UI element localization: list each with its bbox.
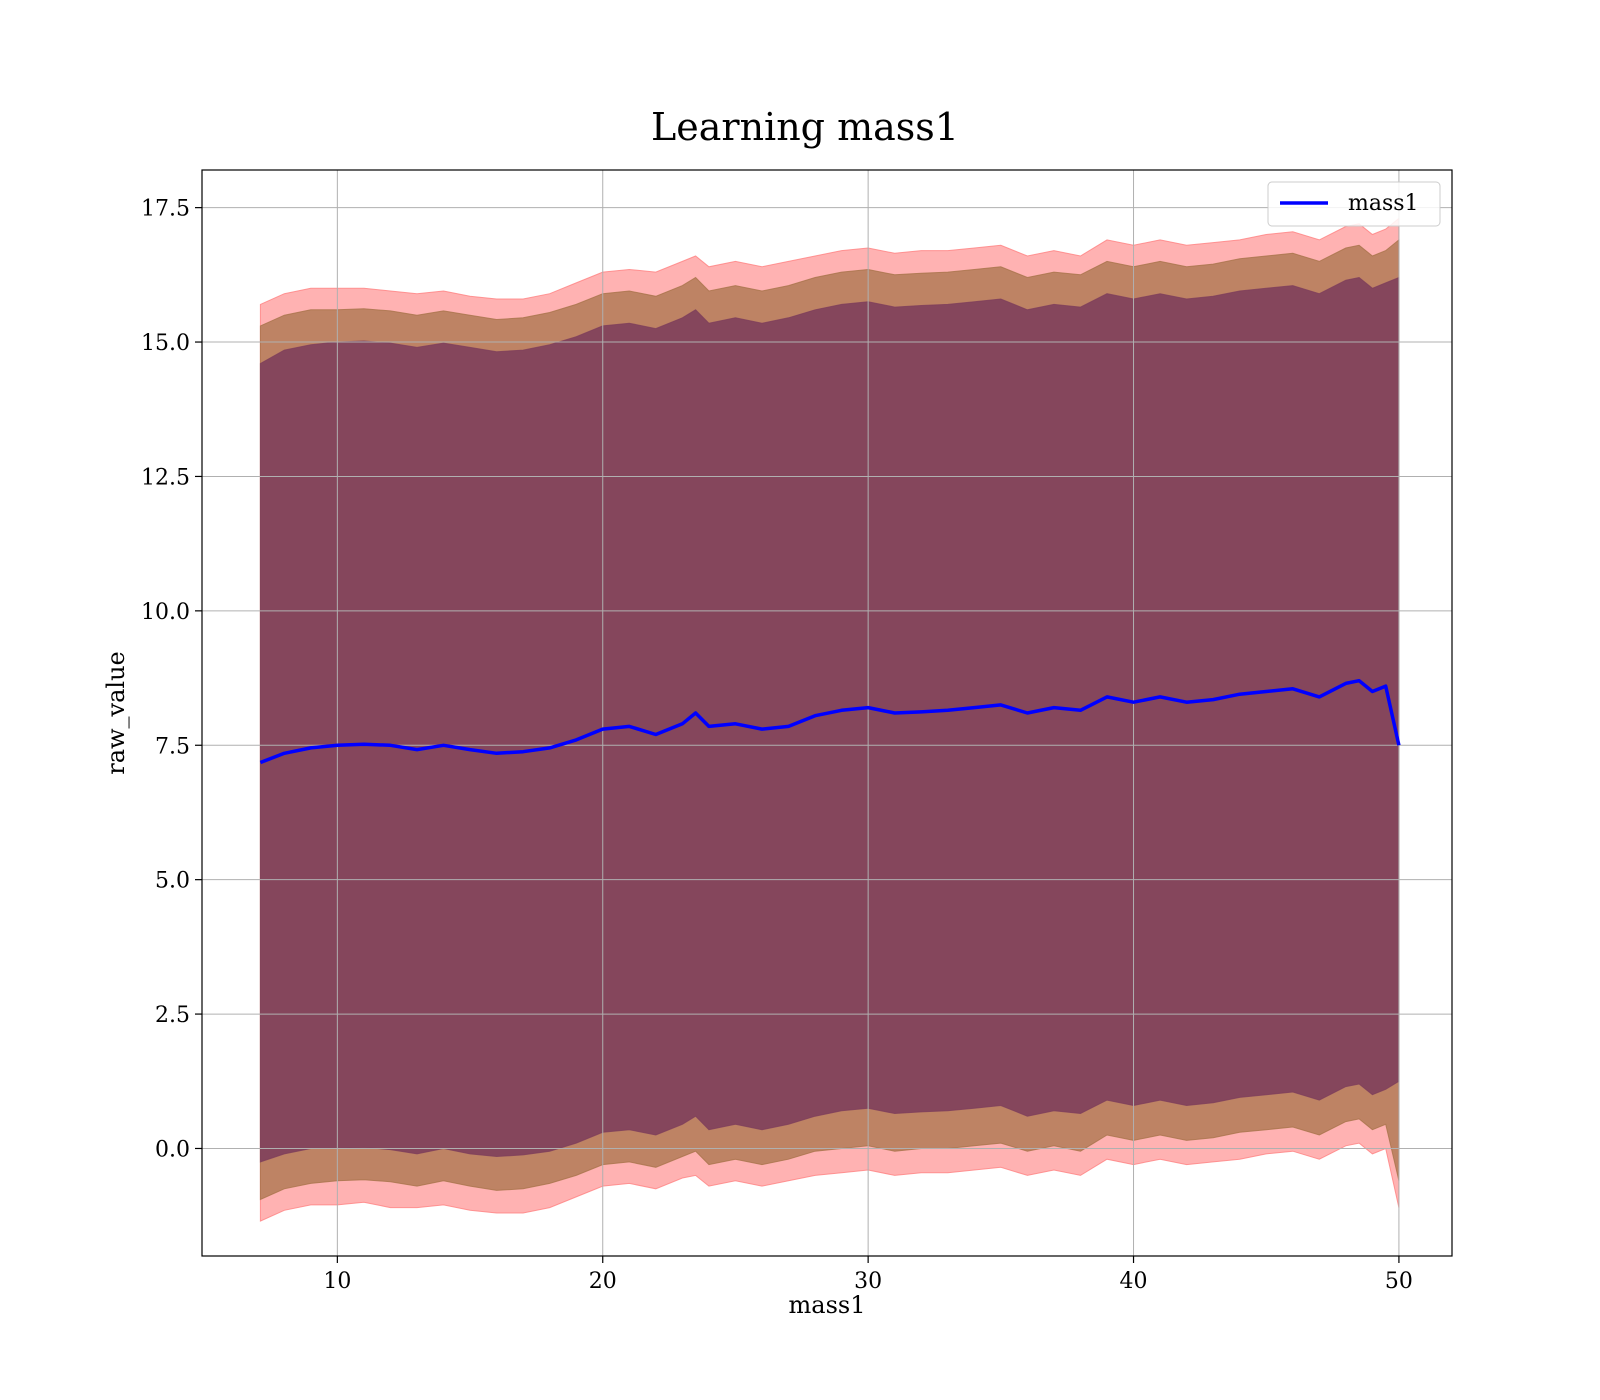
x-axis-ticks: 10 20 30 40 50	[323, 1256, 1413, 1294]
plot-frame	[201, 169, 1453, 1257]
x-tick-label: 50	[1385, 1269, 1413, 1294]
legend-label-mass1: mass1	[1348, 191, 1419, 216]
x-tick-label: 10	[323, 1269, 351, 1294]
y-axis-label: raw_value	[102, 651, 130, 775]
y-tick-label: 10.0	[141, 600, 190, 625]
x-axis-label: mass1	[789, 1291, 866, 1319]
y-tick-label: 0.0	[155, 1137, 190, 1162]
y-tick-label: 2.5	[155, 1003, 190, 1028]
confidence-bands	[259, 217, 1400, 1222]
y-tick-label: 17.5	[141, 197, 190, 222]
series-lines	[259, 678, 1401, 765]
y-tick-label: 5.0	[155, 869, 190, 894]
band-inner	[259, 276, 1400, 1163]
legend-box	[1267, 181, 1441, 227]
y-tick-label: 12.5	[141, 465, 190, 490]
x-tick-label: 40	[1120, 1269, 1148, 1294]
y-axis-ticks: 0.0 2.5 5.0 7.5 10.0 12.5 15.0 17.5	[141, 197, 202, 1162]
grid	[202, 170, 1452, 1256]
series-line-mass1	[259, 678, 1401, 765]
chart-title: Learning mass1	[651, 105, 959, 149]
legend: mass1	[1267, 181, 1441, 227]
x-tick-label: 30	[854, 1269, 882, 1294]
x-tick-label: 20	[589, 1269, 617, 1294]
y-tick-label: 7.5	[155, 734, 190, 759]
y-tick-label: 15.0	[141, 331, 190, 356]
